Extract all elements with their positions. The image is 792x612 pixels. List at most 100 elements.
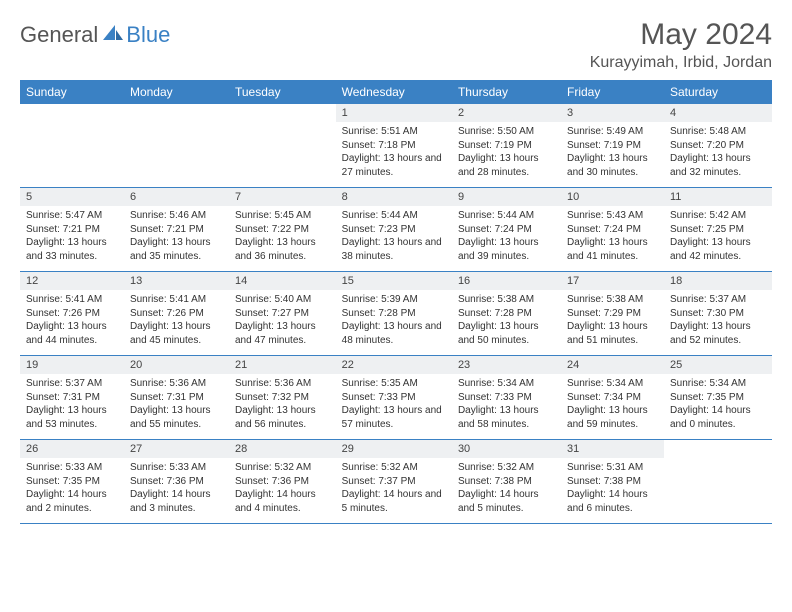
day-number-cell: 21 bbox=[229, 356, 336, 375]
day-details-cell: Sunrise: 5:33 AMSunset: 7:35 PMDaylight:… bbox=[20, 458, 124, 523]
day-details-cell: Sunrise: 5:31 AMSunset: 7:38 PMDaylight:… bbox=[561, 458, 664, 523]
day-details-cell: Sunrise: 5:35 AMSunset: 7:33 PMDaylight:… bbox=[336, 374, 452, 439]
title-block: May 2024 Kurayyimah, Irbid, Jordan bbox=[590, 18, 772, 72]
sunset-text: Sunset: 7:24 PM bbox=[567, 223, 658, 237]
sunrise-text: Sunrise: 5:34 AM bbox=[567, 377, 658, 391]
day-details-row: Sunrise: 5:47 AMSunset: 7:21 PMDaylight:… bbox=[20, 206, 772, 271]
day-number-cell: 8 bbox=[336, 188, 452, 207]
sunrise-text: Sunrise: 5:32 AM bbox=[342, 461, 446, 475]
day-details-cell: Sunrise: 5:36 AMSunset: 7:31 PMDaylight:… bbox=[124, 374, 229, 439]
daylight-text: Daylight: 13 hours and 39 minutes. bbox=[458, 236, 555, 263]
daylight-text: Daylight: 13 hours and 57 minutes. bbox=[342, 404, 446, 431]
day-number-cell: 6 bbox=[124, 188, 229, 207]
day-number-row: 1234 bbox=[20, 104, 772, 122]
day-details-cell: Sunrise: 5:32 AMSunset: 7:38 PMDaylight:… bbox=[452, 458, 561, 523]
daylight-text: Daylight: 13 hours and 38 minutes. bbox=[342, 236, 446, 263]
day-details-cell: Sunrise: 5:38 AMSunset: 7:29 PMDaylight:… bbox=[561, 290, 664, 355]
day-number-cell bbox=[229, 104, 336, 122]
sunset-text: Sunset: 7:29 PM bbox=[567, 307, 658, 321]
day-number-cell: 24 bbox=[561, 356, 664, 375]
sunset-text: Sunset: 7:24 PM bbox=[458, 223, 555, 237]
sunset-text: Sunset: 7:33 PM bbox=[458, 391, 555, 405]
sunset-text: Sunset: 7:35 PM bbox=[26, 475, 118, 489]
daylight-text: Daylight: 13 hours and 35 minutes. bbox=[130, 236, 223, 263]
sunset-text: Sunset: 7:37 PM bbox=[342, 475, 446, 489]
logo-text-blue: Blue bbox=[126, 22, 170, 48]
day-details-row: Sunrise: 5:41 AMSunset: 7:26 PMDaylight:… bbox=[20, 290, 772, 355]
sunrise-text: Sunrise: 5:42 AM bbox=[670, 209, 766, 223]
sunrise-text: Sunrise: 5:48 AM bbox=[670, 125, 766, 139]
day-details-row: Sunrise: 5:33 AMSunset: 7:35 PMDaylight:… bbox=[20, 458, 772, 523]
sunset-text: Sunset: 7:30 PM bbox=[670, 307, 766, 321]
sunrise-text: Sunrise: 5:49 AM bbox=[567, 125, 658, 139]
sunrise-text: Sunrise: 5:32 AM bbox=[458, 461, 555, 475]
day-number-cell: 4 bbox=[664, 104, 772, 122]
daylight-text: Daylight: 13 hours and 56 minutes. bbox=[235, 404, 330, 431]
day-details-row: Sunrise: 5:37 AMSunset: 7:31 PMDaylight:… bbox=[20, 374, 772, 439]
day-number-row: 12131415161718 bbox=[20, 272, 772, 291]
day-number-cell: 9 bbox=[452, 188, 561, 207]
sunrise-text: Sunrise: 5:43 AM bbox=[567, 209, 658, 223]
day-number-cell: 12 bbox=[20, 272, 124, 291]
daylight-text: Daylight: 13 hours and 59 minutes. bbox=[567, 404, 658, 431]
location-text: Kurayyimah, Irbid, Jordan bbox=[590, 54, 772, 72]
day-details-cell: Sunrise: 5:34 AMSunset: 7:35 PMDaylight:… bbox=[664, 374, 772, 439]
calendar-table: Sunday Monday Tuesday Wednesday Thursday… bbox=[20, 80, 772, 524]
daylight-text: Daylight: 13 hours and 50 minutes. bbox=[458, 320, 555, 347]
day-details-cell: Sunrise: 5:39 AMSunset: 7:28 PMDaylight:… bbox=[336, 290, 452, 355]
sunset-text: Sunset: 7:36 PM bbox=[130, 475, 223, 489]
sunset-text: Sunset: 7:32 PM bbox=[235, 391, 330, 405]
sunset-text: Sunset: 7:18 PM bbox=[342, 139, 446, 153]
sunset-text: Sunset: 7:28 PM bbox=[458, 307, 555, 321]
day-details-cell: Sunrise: 5:43 AMSunset: 7:24 PMDaylight:… bbox=[561, 206, 664, 271]
sunrise-text: Sunrise: 5:41 AM bbox=[130, 293, 223, 307]
day-number-cell: 10 bbox=[561, 188, 664, 207]
sunrise-text: Sunrise: 5:39 AM bbox=[342, 293, 446, 307]
sunset-text: Sunset: 7:35 PM bbox=[670, 391, 766, 405]
daylight-text: Daylight: 13 hours and 52 minutes. bbox=[670, 320, 766, 347]
day-details-cell: Sunrise: 5:44 AMSunset: 7:24 PMDaylight:… bbox=[452, 206, 561, 271]
day-number-cell: 5 bbox=[20, 188, 124, 207]
day-number-cell: 23 bbox=[452, 356, 561, 375]
day-details-cell: Sunrise: 5:40 AMSunset: 7:27 PMDaylight:… bbox=[229, 290, 336, 355]
day-number-cell: 31 bbox=[561, 440, 664, 459]
day-number-cell: 25 bbox=[664, 356, 772, 375]
sunrise-text: Sunrise: 5:35 AM bbox=[342, 377, 446, 391]
day-number-cell: 15 bbox=[336, 272, 452, 291]
sunset-text: Sunset: 7:22 PM bbox=[235, 223, 330, 237]
sunset-text: Sunset: 7:31 PM bbox=[130, 391, 223, 405]
daylight-text: Daylight: 13 hours and 44 minutes. bbox=[26, 320, 118, 347]
daylight-text: Daylight: 14 hours and 4 minutes. bbox=[235, 488, 330, 515]
month-title: May 2024 bbox=[590, 18, 772, 52]
day-details-cell: Sunrise: 5:34 AMSunset: 7:34 PMDaylight:… bbox=[561, 374, 664, 439]
page-header: General Blue May 2024 Kurayyimah, Irbid,… bbox=[20, 18, 772, 72]
day-number-cell: 26 bbox=[20, 440, 124, 459]
day-number-cell: 18 bbox=[664, 272, 772, 291]
day-number-cell: 27 bbox=[124, 440, 229, 459]
day-number-cell: 7 bbox=[229, 188, 336, 207]
day-number-cell bbox=[124, 104, 229, 122]
sunrise-text: Sunrise: 5:51 AM bbox=[342, 125, 446, 139]
day-number-cell: 22 bbox=[336, 356, 452, 375]
sunset-text: Sunset: 7:19 PM bbox=[567, 139, 658, 153]
day-number-cell: 16 bbox=[452, 272, 561, 291]
daylight-text: Daylight: 14 hours and 0 minutes. bbox=[670, 404, 766, 431]
sunrise-text: Sunrise: 5:50 AM bbox=[458, 125, 555, 139]
sunset-text: Sunset: 7:33 PM bbox=[342, 391, 446, 405]
sunset-text: Sunset: 7:26 PM bbox=[26, 307, 118, 321]
day-details-cell: Sunrise: 5:37 AMSunset: 7:31 PMDaylight:… bbox=[20, 374, 124, 439]
day-details-cell: Sunrise: 5:36 AMSunset: 7:32 PMDaylight:… bbox=[229, 374, 336, 439]
weekday-header: Sunday bbox=[20, 80, 124, 104]
daylight-text: Daylight: 13 hours and 28 minutes. bbox=[458, 152, 555, 179]
sunset-text: Sunset: 7:31 PM bbox=[26, 391, 118, 405]
day-number-cell: 29 bbox=[336, 440, 452, 459]
weekday-header: Thursday bbox=[452, 80, 561, 104]
sunset-text: Sunset: 7:20 PM bbox=[670, 139, 766, 153]
weekday-header: Tuesday bbox=[229, 80, 336, 104]
sunrise-text: Sunrise: 5:41 AM bbox=[26, 293, 118, 307]
day-details-cell: Sunrise: 5:51 AMSunset: 7:18 PMDaylight:… bbox=[336, 122, 452, 187]
logo-sail-icon bbox=[102, 24, 124, 47]
sunrise-text: Sunrise: 5:45 AM bbox=[235, 209, 330, 223]
sunrise-text: Sunrise: 5:36 AM bbox=[235, 377, 330, 391]
daylight-text: Daylight: 13 hours and 45 minutes. bbox=[130, 320, 223, 347]
